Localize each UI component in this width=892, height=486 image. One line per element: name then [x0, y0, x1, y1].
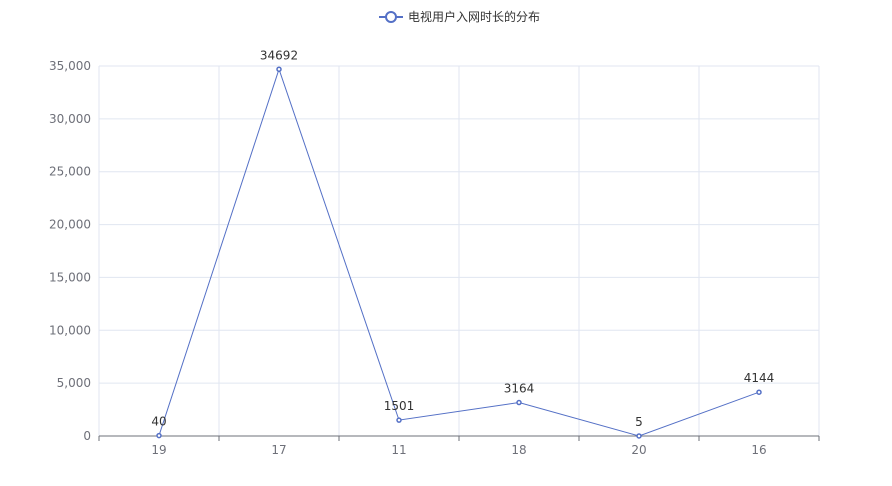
y-tick-label: 10,000 [49, 323, 91, 337]
y-tick-label: 15,000 [49, 270, 91, 284]
y-tick-label: 20,000 [49, 218, 91, 232]
data-point[interactable] [276, 66, 282, 73]
x-tick-label: 19 [151, 443, 166, 457]
x-tick-label: 17 [271, 443, 286, 457]
grid-lines [98, 65, 820, 436]
data-label: 4144 [744, 371, 775, 385]
data-labels: 40 34692 1501 3164 5 4144 [151, 48, 774, 429]
series-line [156, 66, 762, 439]
data-label: 40 [151, 415, 166, 429]
series-polyline [158, 67, 760, 437]
data-point[interactable] [756, 389, 762, 395]
data-point[interactable] [636, 433, 642, 439]
y-tick-label: 0 [83, 429, 91, 443]
y-tick-label: 30,000 [49, 112, 91, 126]
legend[interactable]: 电视用户入网时长的分布 [379, 9, 540, 24]
x-tick-label: 18 [511, 443, 526, 457]
data-point[interactable] [516, 399, 522, 406]
data-label: 5 [635, 415, 643, 429]
axes: 0 5,000 10,000 15,000 20,000 25,000 30,000 35,0… [49, 59, 820, 457]
x-tick-label: 16 [751, 443, 766, 457]
y-tick-label: 35,000 [49, 59, 91, 73]
data-point[interactable] [396, 417, 402, 423]
y-tick-label: 5,000 [57, 376, 91, 390]
data-label: 34692 [260, 48, 298, 62]
data-label: 3164 [504, 382, 535, 396]
legend-circle-icon [385, 11, 397, 23]
data-point[interactable] [156, 432, 162, 439]
x-tick-label: 11 [391, 443, 406, 457]
legend-label: 电视用户入网时长的分布 [408, 9, 540, 24]
y-tick-label: 25,000 [49, 165, 91, 179]
x-tick-label: 20 [631, 443, 646, 457]
data-label: 1501 [384, 399, 415, 413]
